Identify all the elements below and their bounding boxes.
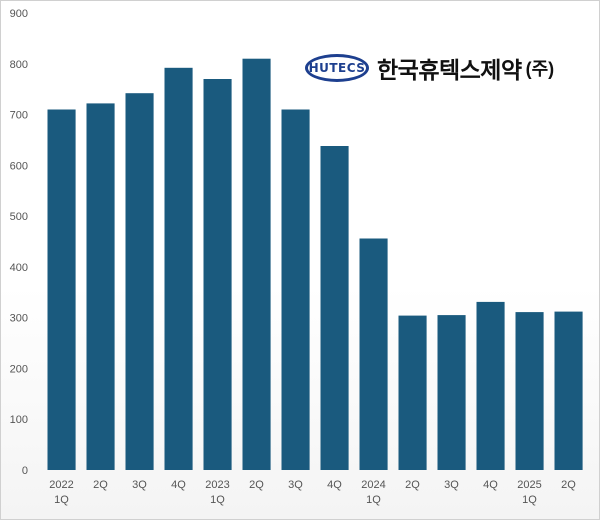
company-suffix: (주) [525,59,555,79]
company-name: 한국휴텍스제약 [377,58,522,84]
bar [281,109,310,470]
y-axis-ticks: 0 100 200 300 400 500 600 700 800 900 [10,8,28,477]
x-tick-label: 4Q [171,479,186,491]
x-tick-label: 2025 [517,479,541,491]
y-tick-label: 100 [10,414,28,426]
bar [437,315,466,470]
y-tick-label: 900 [10,8,28,20]
x-tick-label: 3Q [444,479,459,491]
bar [476,301,505,470]
x-tick-label: 3Q [288,479,303,491]
x-axis-ticks: 2022 1Q 2Q 3Q 4Q 2023 1Q 2Q 3Q 4Q 2024 1Q 2Q 3Q 4Q 2025… [49,479,576,506]
bar [515,312,544,470]
company-logo: HUTECS 한국휴텍스제약 (주) [293,41,584,95]
x-tick-label: 2Q [249,479,264,491]
bar [164,67,193,471]
bar [320,146,349,470]
x-tick-label: 2023 [205,479,229,491]
bar [242,58,271,470]
x-tick-label: 1Q [366,494,381,506]
y-tick-label: 0 [22,465,28,477]
x-tick-label: 2Q [561,479,576,491]
x-tick-label: 2Q [405,479,420,491]
bar-series [47,58,583,471]
y-tick-label: 200 [10,363,28,375]
bar [125,93,154,470]
y-tick-label: 400 [10,262,28,274]
x-tick-label: 2024 [361,479,385,491]
x-tick-label: 2022 [49,479,73,491]
y-tick-label: 500 [10,211,28,223]
bar [86,103,115,471]
y-tick-label: 600 [10,160,28,172]
y-tick-label: 300 [10,313,28,325]
bar [47,109,76,470]
x-tick-label: 3Q [132,479,147,491]
bar [359,238,388,470]
bar [203,79,232,470]
x-tick-label: 1Q [54,494,69,506]
hutecs-emblem: HUTECS [305,54,369,82]
x-tick-label: 1Q [210,494,225,506]
y-tick-label: 700 [10,110,28,122]
x-tick-label: 1Q [522,494,537,506]
bar [554,311,583,470]
y-tick-label: 800 [10,59,28,71]
x-tick-label: 4Q [327,479,342,491]
x-tick-label: 4Q [483,479,498,491]
bar [398,315,427,470]
x-tick-label: 2Q [93,479,108,491]
